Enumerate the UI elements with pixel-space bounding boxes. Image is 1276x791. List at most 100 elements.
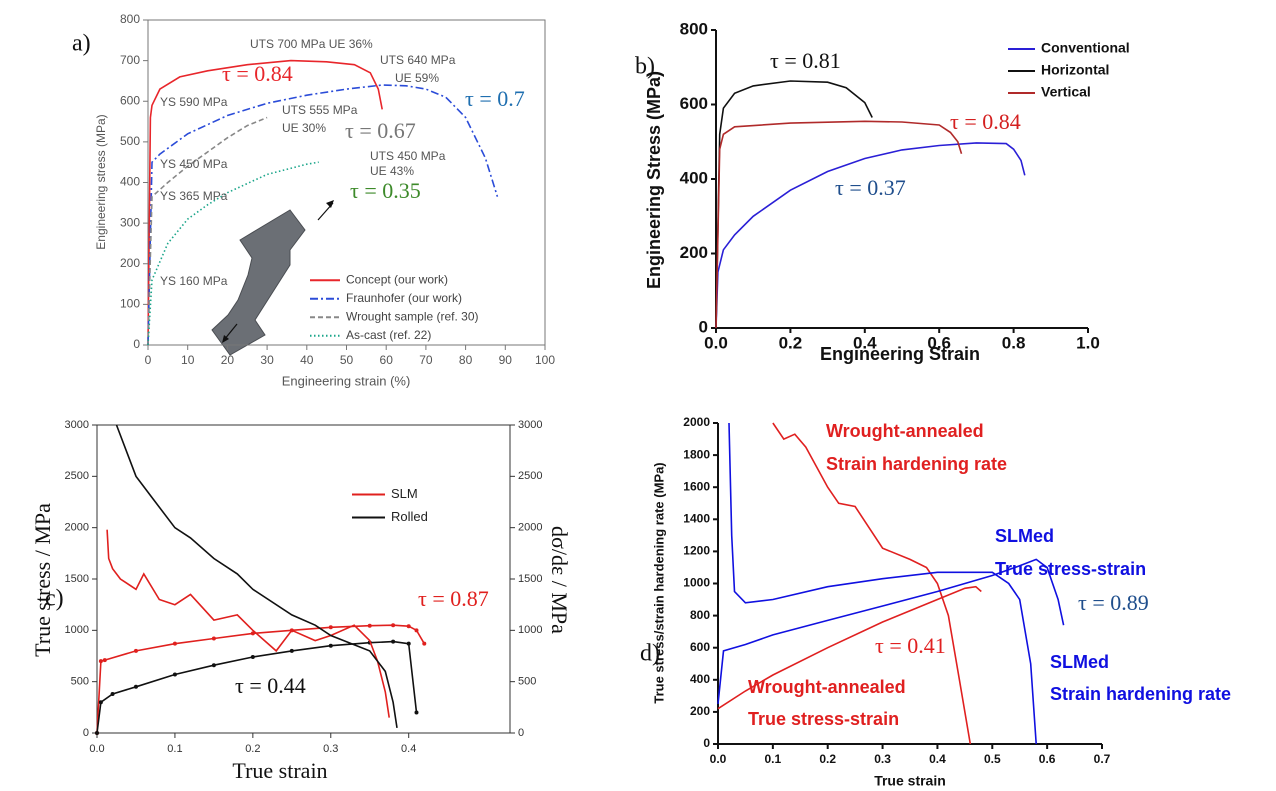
y2-tick-label: 2500: [518, 470, 542, 482]
x-tick-label: 70: [419, 353, 433, 367]
x-axis-label: Engineering strain (%): [282, 373, 411, 388]
y-tick-label: 100: [120, 297, 140, 311]
x-tick-label: 1.0: [1076, 333, 1100, 352]
y2-tick-label: 0: [518, 727, 524, 739]
series-line: [715, 120, 963, 329]
series-marker: [172, 641, 177, 646]
annotation: UTS 640 MPa: [380, 53, 456, 67]
y-tick-label: 400: [120, 175, 140, 189]
series-line: [717, 585, 982, 710]
annotation: Strain hardening rate: [826, 454, 1007, 474]
y-tick-label: 1000: [65, 624, 89, 636]
legend-label: Rolled: [391, 509, 428, 524]
y2-tick-label: 500: [518, 676, 536, 688]
y-tick-label: 3000: [65, 419, 89, 431]
annotation: Wrought-annealed: [826, 421, 984, 441]
legend-label: Fraunhofer (our work): [346, 291, 462, 305]
series-marker: [211, 636, 216, 641]
x-tick-label: 0.4: [853, 333, 877, 352]
annotation: YS 450 MPa: [160, 157, 228, 171]
y-tick-label: 200: [120, 256, 140, 270]
annotation: UTS 555 MPa: [282, 103, 358, 117]
panel-label: b): [635, 54, 655, 80]
legend-label: Horizontal: [1041, 62, 1109, 78]
annotation: SLMed: [1050, 652, 1109, 672]
y-tick-label: 800: [680, 19, 708, 38]
series-marker: [367, 623, 372, 628]
panel-label: c): [45, 586, 64, 612]
y-tick-label: 500: [120, 134, 140, 148]
x-tick-label: 60: [380, 353, 394, 367]
annotation: τ = 0.35: [350, 178, 421, 203]
y-axis-label: Engineering Stress (MPa): [644, 71, 664, 289]
annotation: τ = 0.84: [222, 61, 293, 86]
x-tick-label: 0.2: [819, 752, 836, 766]
y2-axis-label: dσ/dε / MPa: [547, 526, 572, 634]
x-tick-label: 0.6: [927, 333, 951, 352]
annotation: UTS 700 MPa UE 36%: [250, 37, 373, 51]
series-marker: [172, 672, 177, 677]
series-marker: [110, 691, 115, 696]
annotation: UE 43%: [370, 164, 414, 178]
panel: b) 0.0 0.2 0.4 0.6 0.8 1.0 0 200 400 600 800 Enginee…: [635, 19, 1130, 363]
series-marker: [133, 648, 138, 653]
legend-label: SLM: [391, 486, 418, 501]
x-tick-label: 0: [145, 353, 152, 367]
series-line: [717, 558, 1065, 704]
x-tick-label: 0.8: [1002, 333, 1026, 352]
panel: d) 0.0 0.1 0.2 0.3 0.4 0.5 0.6 0.7 0 200 400 600 800 1…: [640, 415, 1231, 789]
series-marker: [414, 628, 419, 633]
series-line: [715, 142, 1026, 329]
y-tick-label: 400: [690, 672, 710, 686]
series-marker: [133, 684, 138, 689]
y-axis-label: Engineering stress (MPa): [94, 114, 108, 249]
y2-tick-label: 1000: [518, 624, 542, 636]
annotation: True stress-strain: [748, 709, 899, 729]
y-axis-label: True stress/strain hardening rate (MPa): [651, 462, 666, 703]
x-tick-label: 0.0: [89, 743, 104, 755]
arrow-head: [222, 335, 229, 343]
series-marker: [328, 625, 333, 630]
annotation: τ = 0.7: [465, 86, 525, 111]
x-axis-label: Engineering Strain: [820, 344, 980, 364]
series-line: [147, 161, 319, 346]
y2-tick-label: 2000: [518, 522, 542, 534]
annotation: τ = 0.67: [345, 118, 416, 143]
y-tick-label: 0: [699, 317, 708, 336]
series-marker: [414, 710, 419, 715]
x-tick-label: 50: [340, 353, 354, 367]
series-marker: [250, 631, 255, 636]
y-tick-label: 600: [680, 94, 708, 113]
annotation: UE 59%: [395, 71, 439, 85]
y-tick-label: 1200: [683, 544, 710, 558]
y-tick-label: 1600: [683, 479, 710, 493]
series-marker: [391, 639, 396, 644]
series-marker: [289, 648, 294, 653]
series-marker: [328, 643, 333, 648]
y-tick-label: 0: [703, 736, 710, 750]
arrow-head: [326, 200, 334, 208]
x-tick-label: 0.1: [765, 752, 782, 766]
series-line: [106, 529, 390, 718]
x-tick-label: 0.0: [704, 333, 728, 352]
annotation: τ = 0.37: [835, 175, 906, 200]
legend-label: As-cast (ref. 22): [346, 328, 431, 342]
annotation: τ = 0.84: [950, 109, 1021, 134]
y-tick-label: 2000: [65, 522, 89, 534]
legend-label: Vertical: [1041, 84, 1091, 100]
y-tick-label: 1400: [683, 511, 710, 525]
annotation: True stress-strain: [995, 559, 1146, 579]
x-tick-label: 20: [221, 353, 235, 367]
y2-tick-label: 1500: [518, 573, 542, 585]
series-marker: [102, 658, 107, 663]
x-axis-label: True strain: [874, 773, 946, 789]
annotation: τ = 0.44: [235, 673, 306, 698]
series-line: [147, 59, 383, 346]
series-line: [715, 80, 873, 329]
annotation: τ = 0.41: [875, 633, 946, 658]
x-tick-label: 0.0: [710, 752, 727, 766]
legend-label: Concept (our work): [346, 272, 448, 286]
panel: a) 0 10 20 30 40 50 60 70 80 90 100 0 100 200 300 400 500…: [72, 12, 555, 388]
y-tick-label: 1800: [683, 447, 710, 461]
y-tick-label: 800: [120, 12, 140, 26]
